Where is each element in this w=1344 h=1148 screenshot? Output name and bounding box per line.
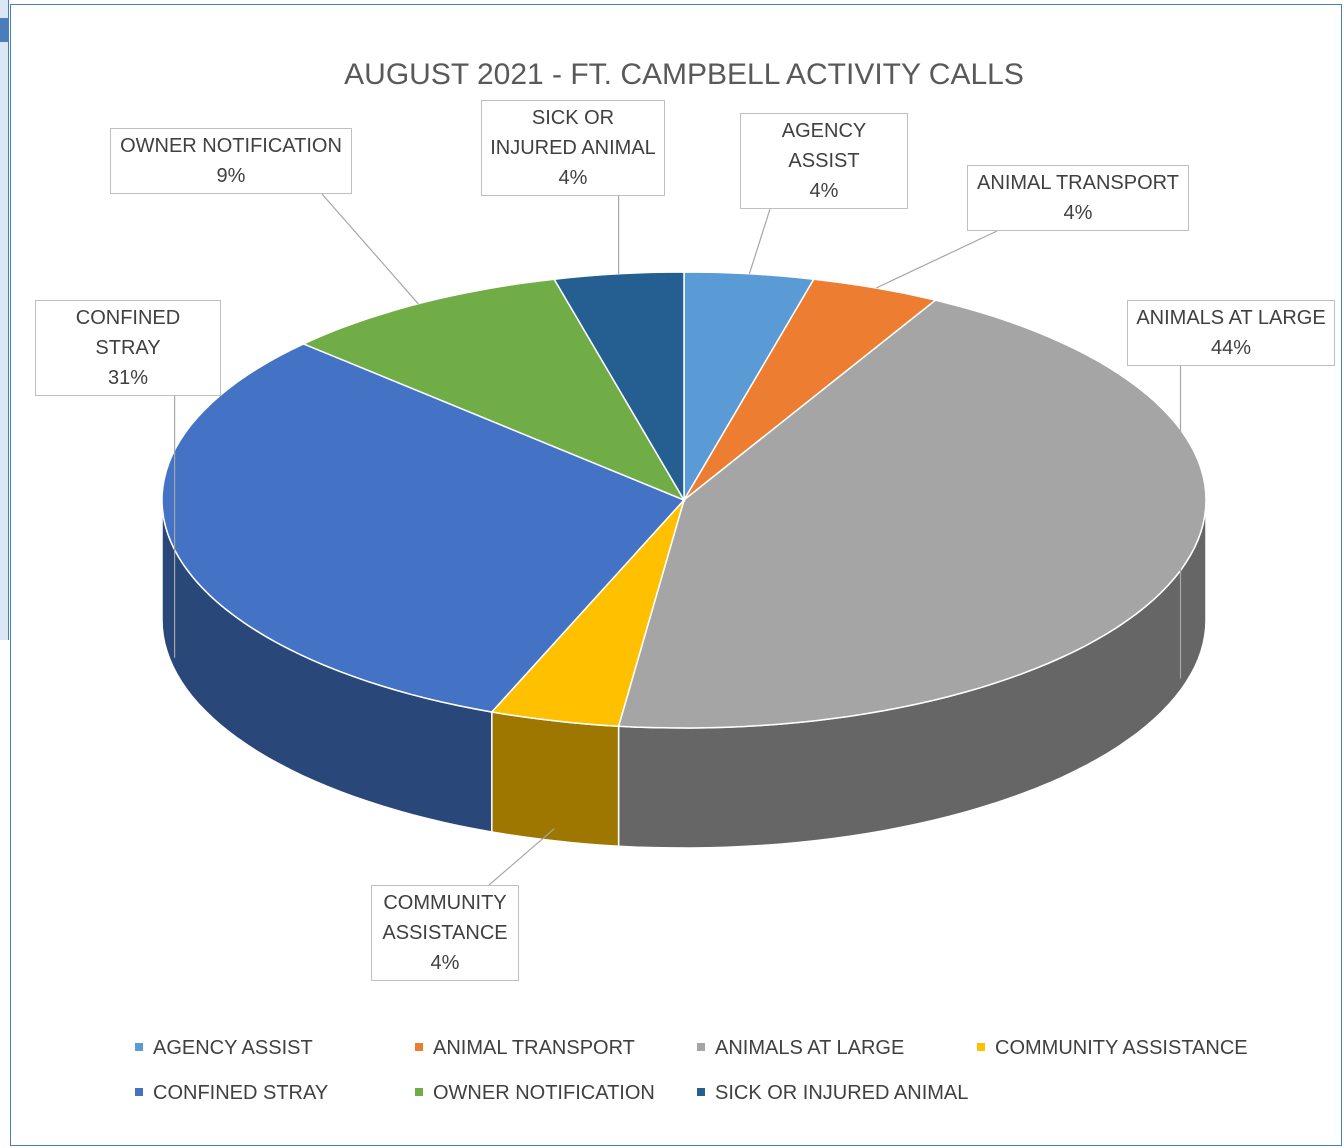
legend-item: ANIMAL TRANSPORT bbox=[415, 1037, 635, 1060]
legend-item: OWNER NOTIFICATION bbox=[415, 1082, 655, 1105]
data-label-name: AGENCY ASSIST bbox=[781, 120, 867, 172]
data-label-value: 9% bbox=[216, 165, 246, 187]
data-label-value: 4% bbox=[809, 180, 839, 202]
data-label: CONFINED STRAY 31% bbox=[35, 300, 221, 396]
data-label-name: COMMUNITY ASSISTANCE bbox=[382, 892, 508, 944]
legend-swatch bbox=[135, 1042, 143, 1051]
leader-line bbox=[321, 193, 419, 305]
legend-swatch bbox=[697, 1087, 705, 1096]
data-label-value: 4% bbox=[430, 952, 460, 974]
legend-item: SICK OR INJURED ANIMAL bbox=[697, 1082, 968, 1105]
data-label-value: 4% bbox=[558, 167, 588, 189]
data-label: AGENCY ASSIST 4% bbox=[740, 113, 908, 209]
data-label-name: ANIMALS AT LARGE bbox=[1136, 307, 1326, 329]
chart-frame bbox=[10, 4, 1342, 1146]
legend-swatch bbox=[697, 1042, 705, 1051]
legend-label: OWNER NOTIFICATION bbox=[433, 1082, 655, 1104]
legend-item: COMMUNITY ASSISTANCE bbox=[977, 1037, 1248, 1060]
leader-line bbox=[488, 828, 555, 886]
pie-tops bbox=[161, 271, 1207, 729]
legend-item: CONFINED STRAY bbox=[135, 1082, 328, 1105]
legend-swatch bbox=[415, 1042, 423, 1051]
legend-label: SICK OR INJURED ANIMAL bbox=[715, 1082, 969, 1104]
legend-label: COMMUNITY ASSISTANCE bbox=[995, 1037, 1248, 1059]
leader-line bbox=[875, 230, 998, 289]
data-label-value: 44% bbox=[1210, 337, 1252, 359]
data-label: OWNER NOTIFICATION 9% bbox=[110, 128, 352, 194]
data-label: ANIMALS AT LARGE 44% bbox=[1127, 300, 1335, 366]
legend-label: ANIMALS AT LARGE bbox=[715, 1037, 905, 1059]
data-label: ANIMAL TRANSPORT 4% bbox=[967, 165, 1189, 231]
legend-label: CONFINED STRAY bbox=[153, 1082, 329, 1104]
legend-item: AGENCY ASSIST bbox=[135, 1037, 313, 1060]
data-label-name: OWNER NOTIFICATION bbox=[120, 135, 342, 157]
data-label-name: CONFINED STRAY bbox=[75, 307, 181, 359]
legend-label: AGENCY ASSIST bbox=[153, 1037, 313, 1059]
legend-swatch bbox=[135, 1087, 143, 1096]
pie-slice bbox=[490, 499, 685, 727]
data-label-name: SICK OR INJURED ANIMAL bbox=[490, 107, 656, 159]
pie-slice-side bbox=[491, 711, 620, 847]
legend-item: ANIMALS AT LARGE bbox=[697, 1037, 904, 1060]
legend-label: ANIMAL TRANSPORT bbox=[433, 1037, 635, 1059]
data-label-value: 31% bbox=[107, 367, 149, 389]
legend-swatch bbox=[977, 1042, 985, 1051]
data-label-value: 4% bbox=[1063, 202, 1093, 224]
sheet-edge-cell bbox=[0, 18, 8, 42]
sheet-edge bbox=[0, 0, 9, 640]
data-label-name: ANIMAL TRANSPORT bbox=[977, 172, 1179, 194]
legend-swatch bbox=[415, 1087, 423, 1096]
data-label: COMMUNITY ASSISTANCE 4% bbox=[371, 885, 519, 981]
leader-lines bbox=[174, 193, 1182, 886]
data-label: SICK OR INJURED ANIMAL 4% bbox=[481, 100, 665, 196]
chart-title: AUGUST 2021 - FT. CAMPBELL ACTIVITY CALL… bbox=[344, 58, 1024, 91]
leader-line bbox=[748, 208, 771, 274]
